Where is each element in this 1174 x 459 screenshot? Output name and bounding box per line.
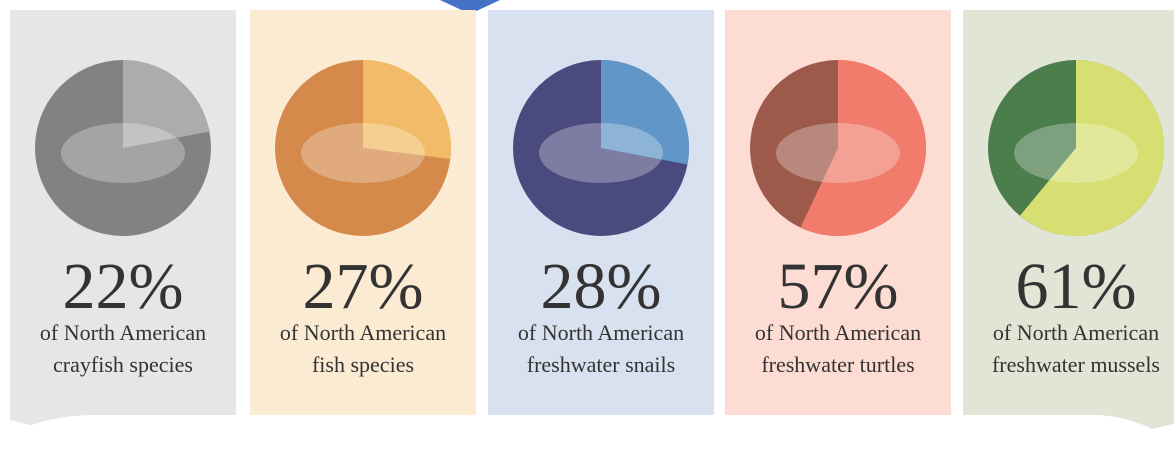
caption-line: of North American bbox=[280, 320, 446, 345]
caption-line: of North American bbox=[518, 320, 684, 345]
animal-silhouette bbox=[539, 123, 663, 183]
caption-line: of North American bbox=[40, 320, 206, 345]
percent-label: 61% bbox=[1016, 250, 1137, 323]
animal-silhouette bbox=[776, 123, 900, 183]
caption-line: crayfish species bbox=[53, 352, 193, 377]
caption-line: freshwater snails bbox=[527, 352, 675, 377]
animal-silhouette bbox=[301, 123, 425, 183]
caption-line: fish species bbox=[312, 352, 414, 377]
pie-slice bbox=[363, 60, 451, 160]
caption-line: freshwater turtles bbox=[761, 352, 914, 377]
arrow-decoration bbox=[440, 0, 500, 14]
pie-slice bbox=[123, 60, 210, 148]
percent-label: 27% bbox=[303, 250, 424, 323]
animal-silhouette bbox=[61, 123, 185, 183]
percent-label: 57% bbox=[778, 250, 899, 323]
percent-label: 22% bbox=[63, 250, 184, 323]
percent-label: 28% bbox=[541, 250, 662, 323]
bottom-band bbox=[0, 415, 1174, 459]
caption-line: of North American bbox=[755, 320, 921, 345]
caption-line: of North American bbox=[993, 320, 1159, 345]
pie-slice bbox=[800, 60, 927, 236]
pie-slice bbox=[601, 60, 689, 165]
animal-silhouette bbox=[1014, 123, 1138, 183]
caption-line: freshwater mussels bbox=[992, 352, 1160, 377]
pie-slice bbox=[1019, 60, 1165, 236]
